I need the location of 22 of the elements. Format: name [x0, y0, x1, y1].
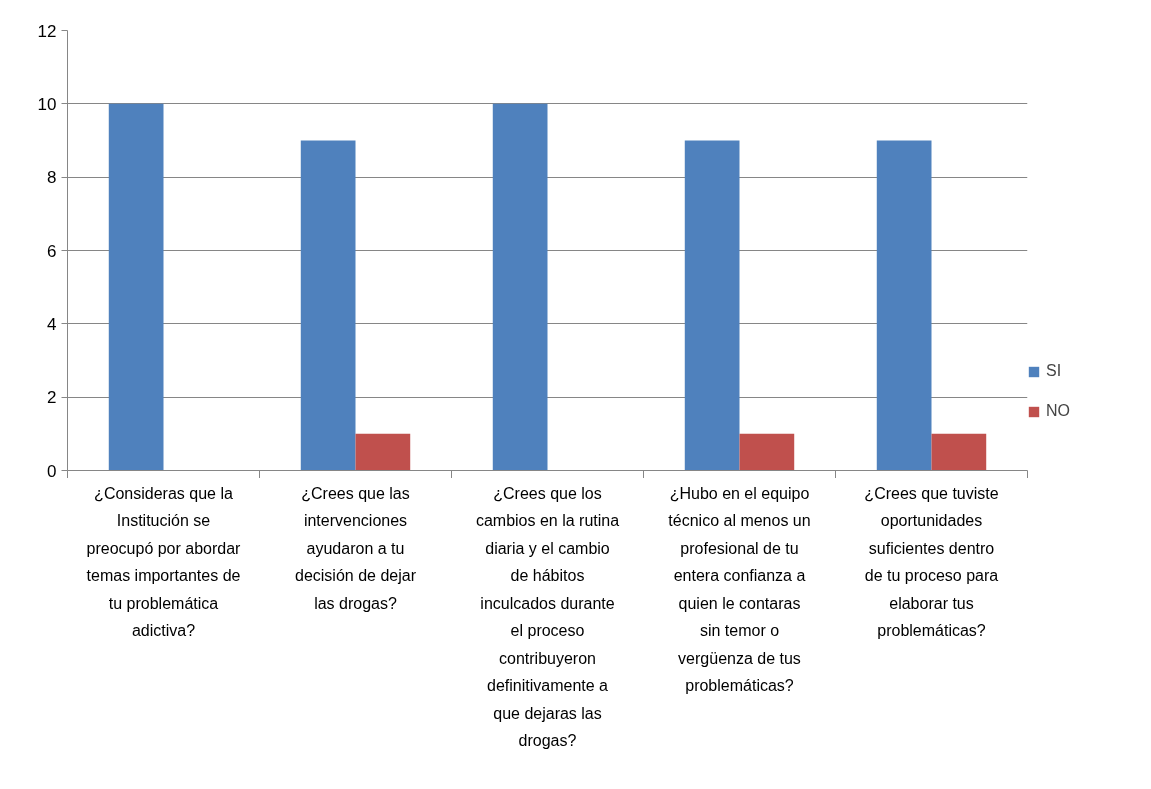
bar: [108, 103, 164, 471]
bar: [355, 433, 411, 471]
bar: [684, 140, 740, 471]
bar: [739, 433, 795, 471]
legend-label: NO: [1046, 402, 1070, 420]
y-tick-label: 0: [47, 461, 57, 481]
y-tick-label: 4: [47, 314, 57, 334]
x-tick-label: ¿Consideras que la Institución se preocupó por abordar temas importantes de tu problemática adictiva?: [86, 484, 242, 640]
y-tick-label: 6: [47, 241, 57, 261]
y-tick-label: 12: [37, 21, 57, 41]
x-tick-label: ¿Crees que tuviste oportunidades suficientes dentro de tu proceso para elaborar tus problemáticas?: [864, 484, 999, 640]
y-tick-label: 8: [47, 168, 57, 188]
legend-label: SI: [1046, 362, 1063, 380]
bar: [492, 103, 548, 471]
x-tick-label: ¿Hubo en el equipo técnico al menos un profesional de tu entera confianza a quien le contaras sin temor o vergüenza de tus problemáticas?: [668, 484, 811, 695]
bar: [931, 433, 987, 471]
y-tick-label: 10: [37, 94, 57, 114]
bar: [300, 140, 356, 471]
x-tick-label: ¿Crees que las intervenciones ayudaron a tu decisión de dejar las drogas?: [295, 484, 417, 612]
category-label: ¿Crees que los cambios en la rutina diaria y el cambio de hábitos inculcados durante el proceso contribuyeron definitivamente a que dejaras las drogas?: [475, 484, 620, 750]
bar: [876, 140, 932, 471]
y-tick-label: 2: [47, 388, 57, 408]
